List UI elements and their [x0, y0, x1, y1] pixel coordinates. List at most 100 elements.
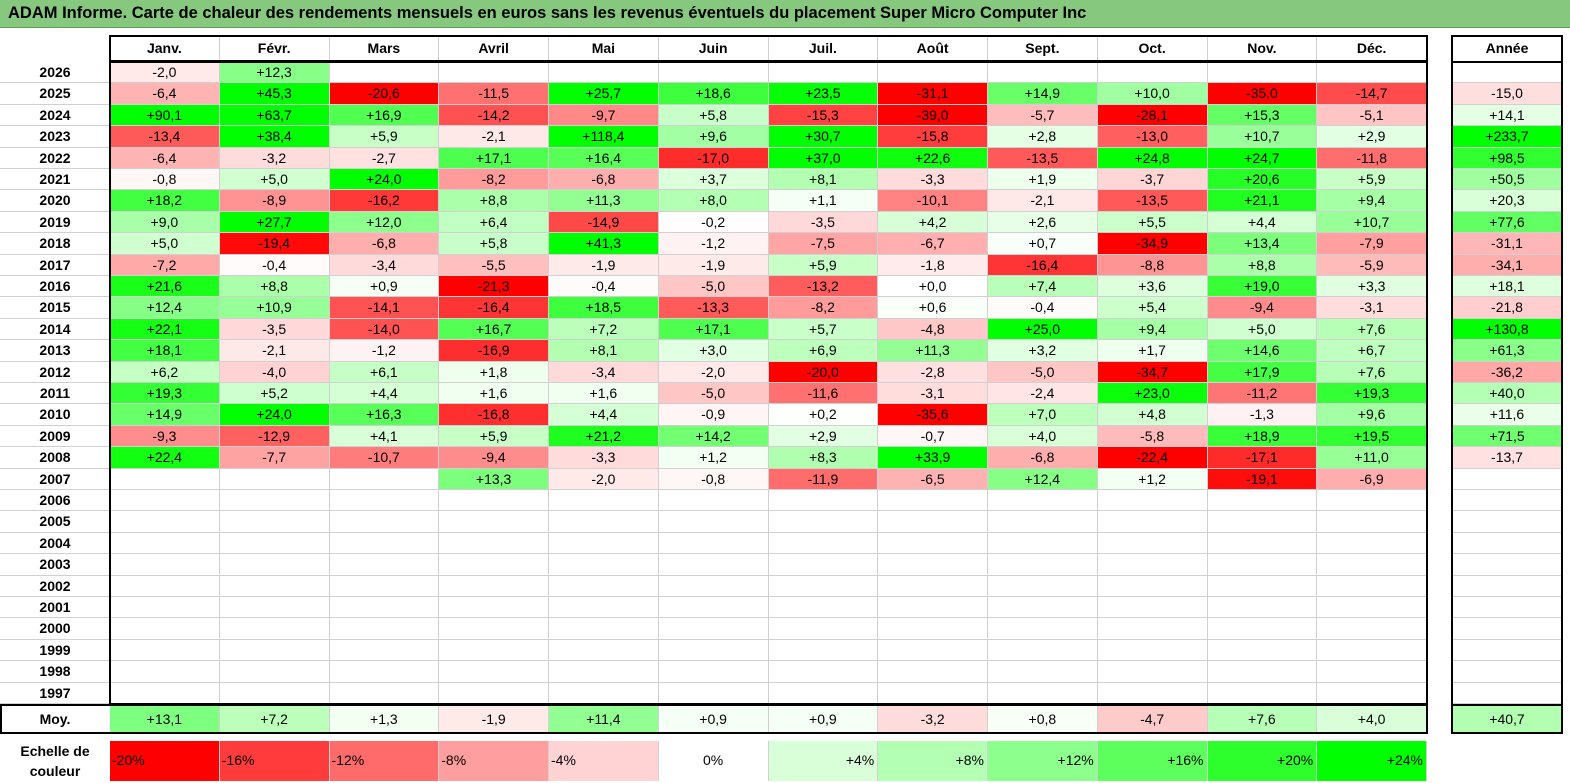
heatmap-cell [988, 661, 1098, 683]
annual-cell: -36,2 [1452, 361, 1562, 383]
heatmap-cell [658, 490, 769, 512]
year-label: 2000 [0, 618, 110, 640]
annual-cell: -15,0 [1452, 83, 1562, 105]
heatmap-cell [988, 639, 1098, 662]
heatmap-cell: -1,3 [1207, 404, 1318, 426]
heatmap-cell: -3,1 [1317, 297, 1427, 319]
heatmap-cell: +24,0 [219, 404, 330, 426]
heatmap-cell: -16,4 [988, 254, 1098, 276]
annual-cell: +98,5 [1452, 147, 1562, 169]
annual-cell [1452, 468, 1562, 490]
heatmap-cell [768, 682, 879, 704]
heatmap-cell: -2,7 [329, 147, 440, 169]
heatmap-cell: -11,9 [768, 468, 879, 490]
heatmap-cell [549, 639, 659, 662]
heatmap-cell [329, 661, 440, 683]
heatmap-cell [1317, 554, 1427, 576]
heatmap-cell: -11,5 [439, 83, 549, 105]
heatmap-cell [658, 682, 769, 704]
heatmap-cell: -3,7 [1097, 169, 1208, 191]
heatmap-cell [878, 597, 988, 619]
heatmap-cell [439, 490, 549, 512]
heatmap-cell [1317, 62, 1427, 84]
heatmap-cell: +8,0 [658, 190, 769, 212]
average-cell: +0,9 [658, 706, 769, 733]
heatmap-cell: -20,6 [329, 83, 440, 105]
heatmap-cell: -0,4 [549, 276, 659, 298]
heatmap-cell: -6,7 [878, 233, 988, 255]
month-header: Oct. [1098, 36, 1208, 61]
year-label: 2022 [0, 148, 110, 169]
heatmap-cell: +8,1 [549, 340, 659, 362]
average-cell: -1,9 [439, 706, 549, 733]
title-bar: ADAM Informe. Carte de chaleur des rende… [0, 0, 1570, 28]
heatmap-cell: -8,8 [1097, 254, 1208, 276]
heatmap-cell: -1,2 [658, 233, 769, 255]
heatmap-cell [878, 661, 988, 683]
heatmap-cell: +6,2 [110, 361, 220, 383]
month-header: Déc. [1317, 36, 1427, 61]
heatmap-cell [110, 618, 220, 640]
annual-cell [1452, 661, 1562, 683]
heatmap-cell: +5,0 [110, 233, 220, 255]
heatmap-cell: -1,9 [549, 254, 659, 276]
heatmap-cell: -35,6 [878, 404, 988, 426]
annual-cell: +20,3 [1452, 190, 1562, 212]
heatmap-cell: +3,7 [658, 169, 769, 191]
heatmap-cell: +14,9 [988, 83, 1098, 105]
heatmap-cell [219, 639, 330, 662]
heatmap-cell: -9,3 [110, 425, 220, 448]
heatmap-cell [110, 532, 220, 555]
year-label: 2008 [0, 447, 110, 469]
annual-cell [1452, 554, 1562, 576]
heatmap-cell: -6,8 [549, 169, 659, 191]
heatmap-cell: +19,3 [110, 383, 220, 405]
heatmap-cell: -22,4 [1097, 447, 1208, 469]
heatmap-cell: -5,1 [1317, 104, 1427, 127]
year-label: 1998 [0, 661, 110, 683]
annual-cell: +77,6 [1452, 211, 1562, 234]
month-header: Janv. [110, 36, 220, 61]
heatmap-cell [768, 597, 879, 619]
heatmap-cell: +24,0 [329, 169, 440, 191]
heatmap-cell [329, 532, 440, 555]
average-cell: +1,3 [329, 706, 440, 733]
heatmap-cell: +8,8 [1207, 254, 1318, 276]
heatmap-cell: -16,9 [439, 340, 549, 362]
annual-cell: +11,6 [1452, 404, 1562, 426]
heatmap-cell: +45,3 [219, 83, 330, 105]
annual-cell [1452, 597, 1562, 619]
heatmap-cell [549, 575, 659, 597]
heatmap-cell: -11,6 [768, 383, 879, 405]
heatmap-cell [658, 575, 769, 597]
year-label: 2007 [0, 469, 110, 490]
year-label: 2018 [0, 233, 110, 255]
year-label: 2020 [0, 190, 110, 212]
heatmap-cell: -3,4 [549, 361, 659, 383]
heatmap-cell: +17,1 [658, 318, 769, 341]
heatmap-cell [549, 597, 659, 619]
average-cell: +4,0 [1317, 706, 1427, 733]
average-cell: +11,4 [549, 706, 659, 733]
heatmap-cell [110, 468, 220, 490]
heatmap-cell [1317, 575, 1427, 597]
heatmap-cell: -5,8 [1097, 425, 1208, 448]
heatmap-cell: +5,8 [658, 104, 769, 127]
annual-cell: -31,1 [1452, 233, 1562, 255]
heatmap-cell: +20,6 [1207, 169, 1318, 191]
annual-cell: -34,1 [1452, 254, 1562, 276]
heatmap-cell [1317, 511, 1427, 533]
heatmap-cell: +11,3 [878, 340, 988, 362]
heatmap-cell [1207, 554, 1318, 576]
heatmap-cell: +4,8 [1097, 404, 1208, 426]
heatmap-cell: -13,0 [1097, 126, 1208, 148]
heatmap-cell [878, 639, 988, 662]
heatmap-cell: +15,3 [1207, 104, 1318, 127]
heatmap-cell [768, 554, 879, 576]
heatmap-cell: +8,8 [219, 276, 330, 298]
heatmap-cell: -5,5 [439, 254, 549, 276]
year-label: 2003 [0, 554, 110, 576]
heatmap-cell: -6,4 [110, 147, 220, 169]
heatmap-cell: -8,9 [219, 190, 330, 212]
heatmap-cell [1207, 618, 1318, 640]
